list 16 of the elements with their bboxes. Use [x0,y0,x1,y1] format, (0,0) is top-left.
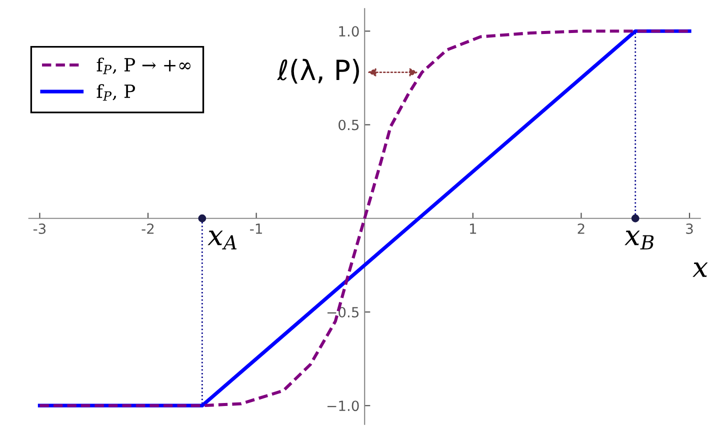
legend-label: f$_{P}$, P [96,84,135,101]
y-tick-label: 0.5 [338,120,359,130]
x-tick-label: 3 [686,223,693,234]
x-tick-label: -2 [142,223,154,234]
annotation: ℓ(λ, P) [276,58,359,84]
y-tick-label: −0.5 [327,306,359,318]
x-tick-label: -1 [250,224,262,234]
x-tick-label: 2 [578,223,584,234]
x-axis-title: x [692,262,708,277]
x-tick-label: 1 [470,224,476,234]
y-tick-label: −1.0 [327,400,359,412]
legend-label: f$_{P}$, P → +∞ [96,58,190,74]
ref-line-label: x$_{A}$ [208,230,237,250]
ref-line-label: x$_{B}$ [624,230,654,250]
x-tick-label: -3 [33,223,46,234]
y-tick-label: 1.0 [339,26,359,37]
